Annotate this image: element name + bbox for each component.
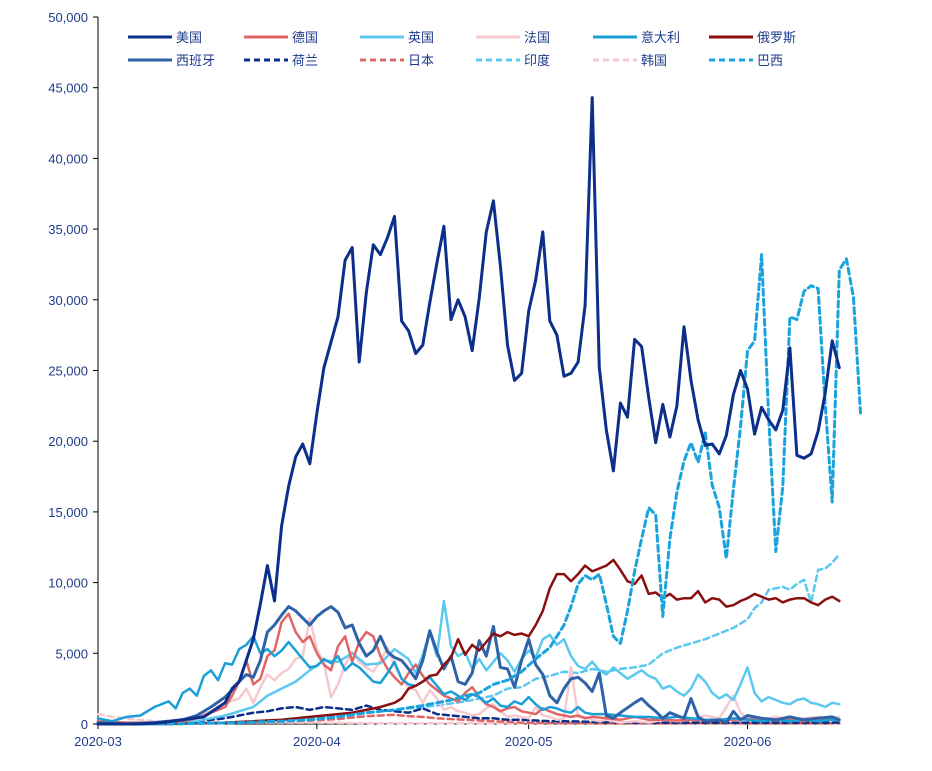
legend-label: 巴西 [757,54,783,69]
legend-label: 印度 [524,53,550,69]
y-tick-label: 15,000 [48,505,88,520]
x-tick-label: 2020-03 [74,734,122,749]
x-tick-label: 2020-04 [293,734,341,749]
x-tick-label: 2020-05 [505,734,553,749]
y-tick-label: 25,000 [48,364,88,379]
legend-item: 西班牙 [128,54,215,69]
legend-item: 美国 [128,31,202,46]
legend-item: 韩国 [593,54,667,69]
legend-label: 美国 [176,31,202,46]
legend-label: 俄罗斯 [757,31,796,46]
legend-item: 英国 [360,31,434,46]
y-tick-label: 30,000 [48,293,88,308]
legend-item: 荷兰 [244,54,318,69]
legend-label: 荷兰 [292,54,318,69]
legend-label: 日本 [408,54,434,69]
y-tick-label: 10,000 [48,576,88,591]
legend-item: 日本 [360,54,434,69]
legend-item: 印度 [476,53,550,69]
y-tick-label: 5,000 [55,646,88,661]
legend-item: 俄罗斯 [709,31,796,46]
x-axis: 2020-03 2020-04 2020-05 2020-06 [74,723,830,749]
y-tick-label: 50,000 [48,10,88,25]
series-layer [96,96,862,726]
legend-label: 韩国 [641,54,667,69]
y-tick-label: 0 [81,717,88,732]
legend-label: 意大利 [641,30,680,46]
legend-label: 西班牙 [176,54,215,69]
legend-label: 德国 [292,31,318,46]
series-line-6 [96,605,841,726]
legend-item: 德国 [244,31,318,46]
x-tick-label: 2020-06 [724,734,772,749]
legend-label: 英国 [408,31,434,46]
y-tick-label: 45,000 [48,81,88,96]
series-line-5 [96,558,841,726]
legend-item: 意大利 [593,30,680,46]
series-line-11 [96,253,862,726]
y-tick-label: 20,000 [48,434,88,449]
legend-item: 法国 [476,31,550,46]
y-axis: 0 5,000 10,000 15,000 20,000 25,000 30,000 35,0… [48,10,99,732]
series-line-0 [96,96,841,726]
legend-label: 法国 [524,31,550,46]
legend-item: 巴西 [709,54,783,69]
y-tick-label: 35,000 [48,222,88,237]
y-tick-label: 40,000 [48,151,88,166]
